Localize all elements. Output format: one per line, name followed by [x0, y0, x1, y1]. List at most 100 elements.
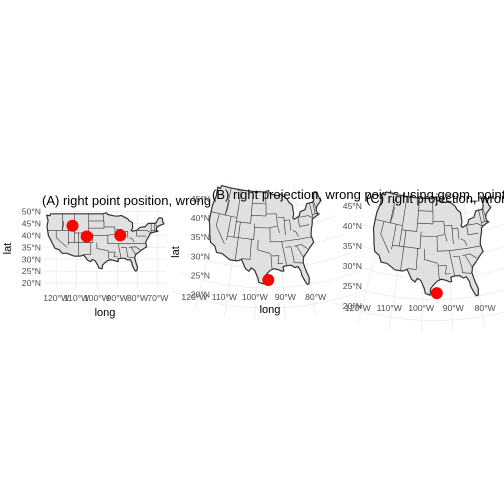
state-border: [406, 248, 418, 270]
data-point: [66, 219, 79, 232]
state-border: [276, 213, 280, 233]
state-border: [398, 229, 403, 247]
state-border: [62, 220, 64, 231]
state-border: [467, 223, 482, 227]
state-border: [297, 217, 300, 227]
state-border: [389, 194, 397, 224]
us-outline: [372, 191, 492, 297]
x-tick-label: 120°W: [181, 292, 208, 302]
state-border: [153, 223, 156, 231]
state-border: [281, 236, 312, 242]
state-border: [257, 239, 271, 254]
y-tick-label: 50°N: [22, 206, 41, 216]
x-tick-label: 100°W: [242, 292, 269, 302]
state-border: [462, 253, 477, 259]
y-tick-label: 30°N: [191, 251, 210, 261]
state-borders: [375, 194, 489, 280]
state-border: [127, 256, 135, 259]
state-border: [290, 246, 295, 263]
y-tick-label: 40°N: [22, 230, 41, 240]
state-border: [251, 215, 267, 217]
y-tick-label: 35°N: [343, 241, 362, 251]
x-tick-label: 110°W: [377, 303, 403, 313]
state-border: [117, 243, 122, 259]
state-border: [294, 262, 304, 264]
state-border: [375, 219, 403, 226]
state-border: [252, 203, 267, 205]
state-border: [389, 206, 395, 224]
state-border: [55, 230, 68, 248]
state-border: [464, 255, 473, 268]
x-tick-label: 90°W: [107, 293, 129, 303]
state-border: [233, 221, 237, 238]
state-border: [106, 234, 115, 236]
y-tick-label: 25°N: [22, 266, 41, 276]
state-border: [449, 245, 481, 251]
data-point: [430, 287, 443, 300]
y-axis-label: lat: [2, 243, 14, 255]
state-border: [404, 196, 408, 214]
panel-c: 120°W 110°W 100°W 90°W 80°W 20°N 25°N 30°N 35°N 4…: [334, 189, 504, 333]
state-border: [83, 242, 92, 255]
state-border: [391, 224, 397, 250]
x-tick-label: 100°W: [408, 303, 435, 313]
y-tick-label: 45°N: [343, 201, 362, 211]
x-tick-label: 70°W: [147, 293, 169, 303]
state-border: [155, 222, 157, 228]
y-tick-label: 40°N: [191, 213, 210, 223]
y-tick-label: 45°N: [22, 218, 41, 228]
state-border: [236, 221, 251, 224]
state-border: [113, 252, 119, 258]
x-tick-label: 120°W: [43, 293, 70, 303]
state-border: [125, 247, 128, 257]
y-tick-label: 35°N: [22, 242, 41, 252]
state-border: [299, 215, 313, 219]
state-border: [224, 199, 230, 216]
state-border: [437, 250, 450, 252]
state-border: [107, 250, 110, 261]
state-border: [281, 241, 287, 266]
state-border: [401, 229, 417, 232]
x-tick-label: 110°W: [64, 293, 90, 303]
state-border: [401, 213, 405, 230]
state-border: [416, 198, 420, 232]
state-border: [102, 213, 105, 229]
state-border: [285, 246, 291, 248]
state-border: [238, 189, 242, 206]
state-border: [478, 210, 483, 227]
graticule-parallel: [172, 290, 365, 309]
x-tick-label: 80°W: [305, 292, 327, 302]
state-border: [227, 235, 254, 240]
state-border: [312, 202, 316, 214]
state-border: [482, 207, 486, 217]
y-tick-label: 35°N: [191, 232, 210, 242]
state-border: [400, 230, 407, 271]
x-tick-label: 110°W: [212, 292, 238, 302]
state-border: [451, 227, 458, 229]
state-border: [443, 221, 448, 242]
state-border: [457, 227, 460, 240]
state-borders: [211, 187, 319, 270]
state-border: [241, 239, 252, 260]
state-border: [448, 250, 455, 277]
y-axis-label: lat: [170, 246, 182, 258]
state-border: [270, 253, 273, 270]
x-tick-label: 120°W: [345, 303, 372, 313]
state-border: [236, 205, 240, 222]
graticule-parallel: [178, 271, 358, 289]
us-outline: [46, 212, 165, 272]
state-border: [453, 255, 460, 258]
state-border: [431, 198, 434, 224]
state-border: [289, 219, 292, 231]
state-border: [417, 222, 433, 225]
state-border: [296, 245, 304, 258]
state-border: [253, 223, 255, 240]
state-border: [437, 263, 440, 280]
x-tick-label: 80°W: [475, 303, 497, 313]
state-border: [423, 248, 438, 264]
x-tick-label: 90°W: [443, 303, 465, 313]
panel-title: (C) right projection, wrong points using…: [366, 191, 504, 206]
x-axis-label: long: [260, 304, 281, 316]
state-border: [462, 272, 472, 274]
state-border: [234, 222, 241, 261]
